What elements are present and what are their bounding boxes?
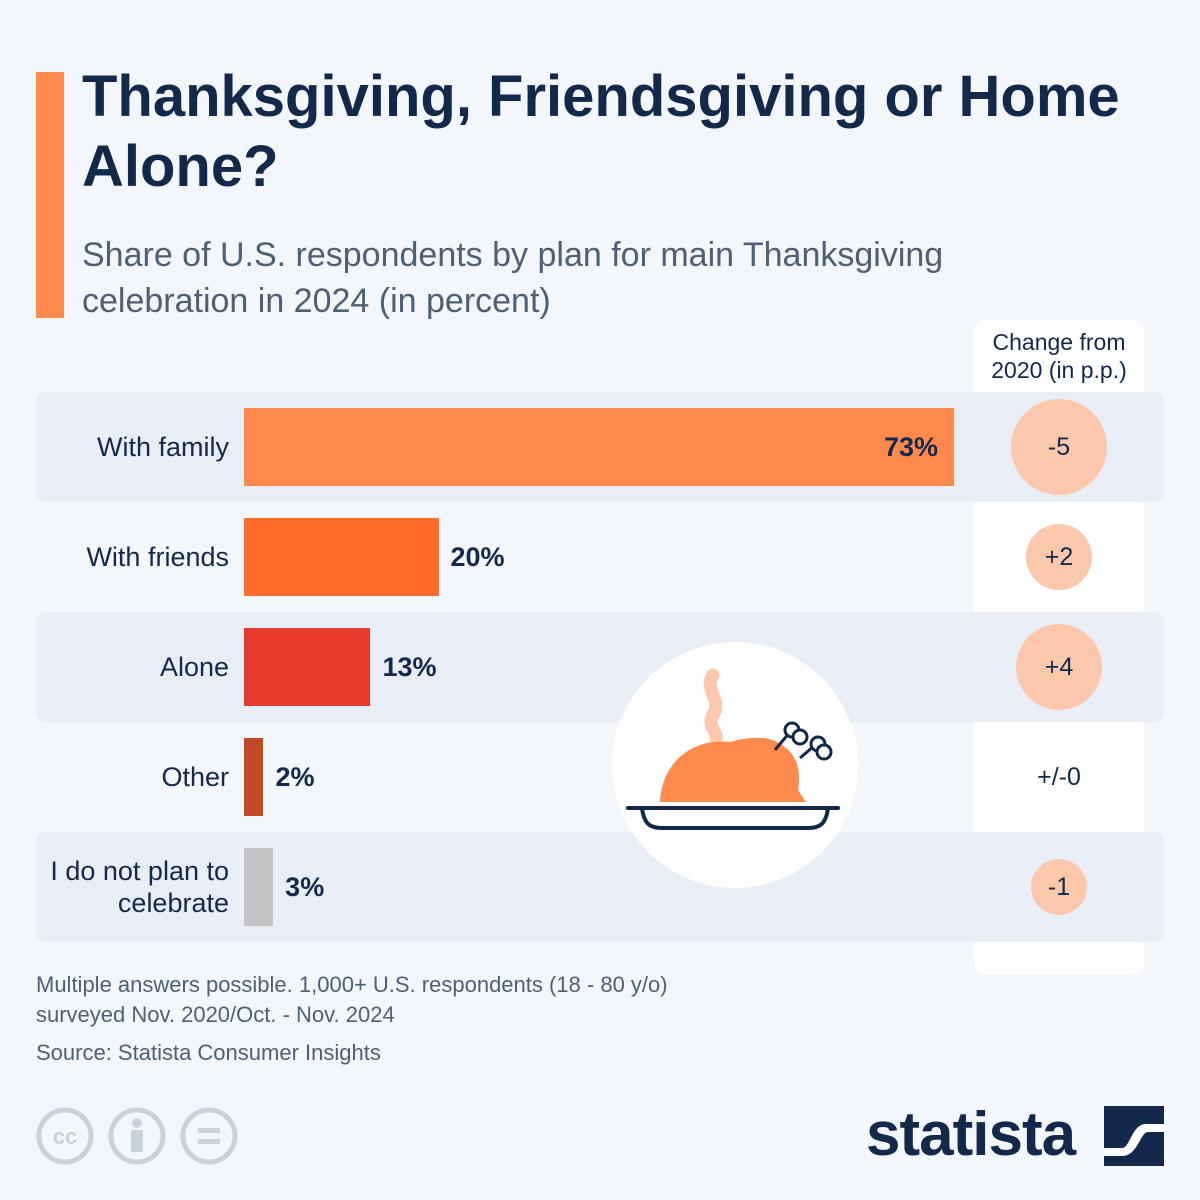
chart-source: Source: Statista Consumer Insights <box>36 1040 381 1065</box>
change-label: -5 <box>1047 433 1071 461</box>
bar <box>244 848 274 926</box>
notes-line-2: surveyed Nov. 2020/Oct. - Nov. 2024 <box>36 1002 395 1027</box>
value-label: 3% <box>285 872 325 902</box>
change-bubble <box>1026 524 1092 590</box>
chart-subtitle: Share of U.S. respondents by plan for ma… <box>82 236 944 320</box>
category-label: Other <box>161 762 229 792</box>
category-label: With family <box>96 432 229 462</box>
no-derivatives-icon <box>180 1107 238 1165</box>
chart-notes: Multiple answers possible. 1,000+ U.S. r… <box>36 970 796 1030</box>
change-label: +2 <box>1044 543 1074 571</box>
change-bubble <box>1031 859 1087 915</box>
license-icons: cc <box>36 1107 238 1165</box>
brand-name: statista <box>866 1100 1076 1169</box>
category-label: I do not plan to celebrate <box>50 856 229 918</box>
change-bubble <box>1011 399 1107 495</box>
title-accent-bar <box>36 72 64 318</box>
change-bubble <box>1016 624 1102 710</box>
row-background <box>36 832 1164 942</box>
notes-line-1: Multiple answers possible. 1,000+ U.S. r… <box>36 972 668 997</box>
value-label: 20% <box>450 542 505 572</box>
row-background <box>36 612 1164 722</box>
bar <box>244 408 954 486</box>
attribution-icon <box>108 1107 166 1165</box>
turkey-icon <box>612 642 858 888</box>
statista-logo-icon <box>1104 1106 1164 1166</box>
bar <box>244 518 439 596</box>
value-label: 73% <box>884 432 939 462</box>
chart-title: Thanksgiving, Friendsgiving or Home Alon… <box>82 64 1120 199</box>
change-column-header: Change from 2020 (in p.p.) <box>991 329 1127 383</box>
creative-commons-icon: cc <box>36 1107 94 1165</box>
value-label: 2% <box>275 762 315 792</box>
bar <box>244 628 371 706</box>
value-label: 13% <box>382 652 437 682</box>
change-label: -1 <box>1047 873 1071 901</box>
category-label: With friends <box>86 542 229 572</box>
change-label: +/-0 <box>1037 763 1081 791</box>
category-label: Alone <box>159 652 229 682</box>
change-label: +4 <box>1044 653 1074 681</box>
bar <box>244 738 264 816</box>
svg-text:cc: cc <box>53 1124 77 1149</box>
